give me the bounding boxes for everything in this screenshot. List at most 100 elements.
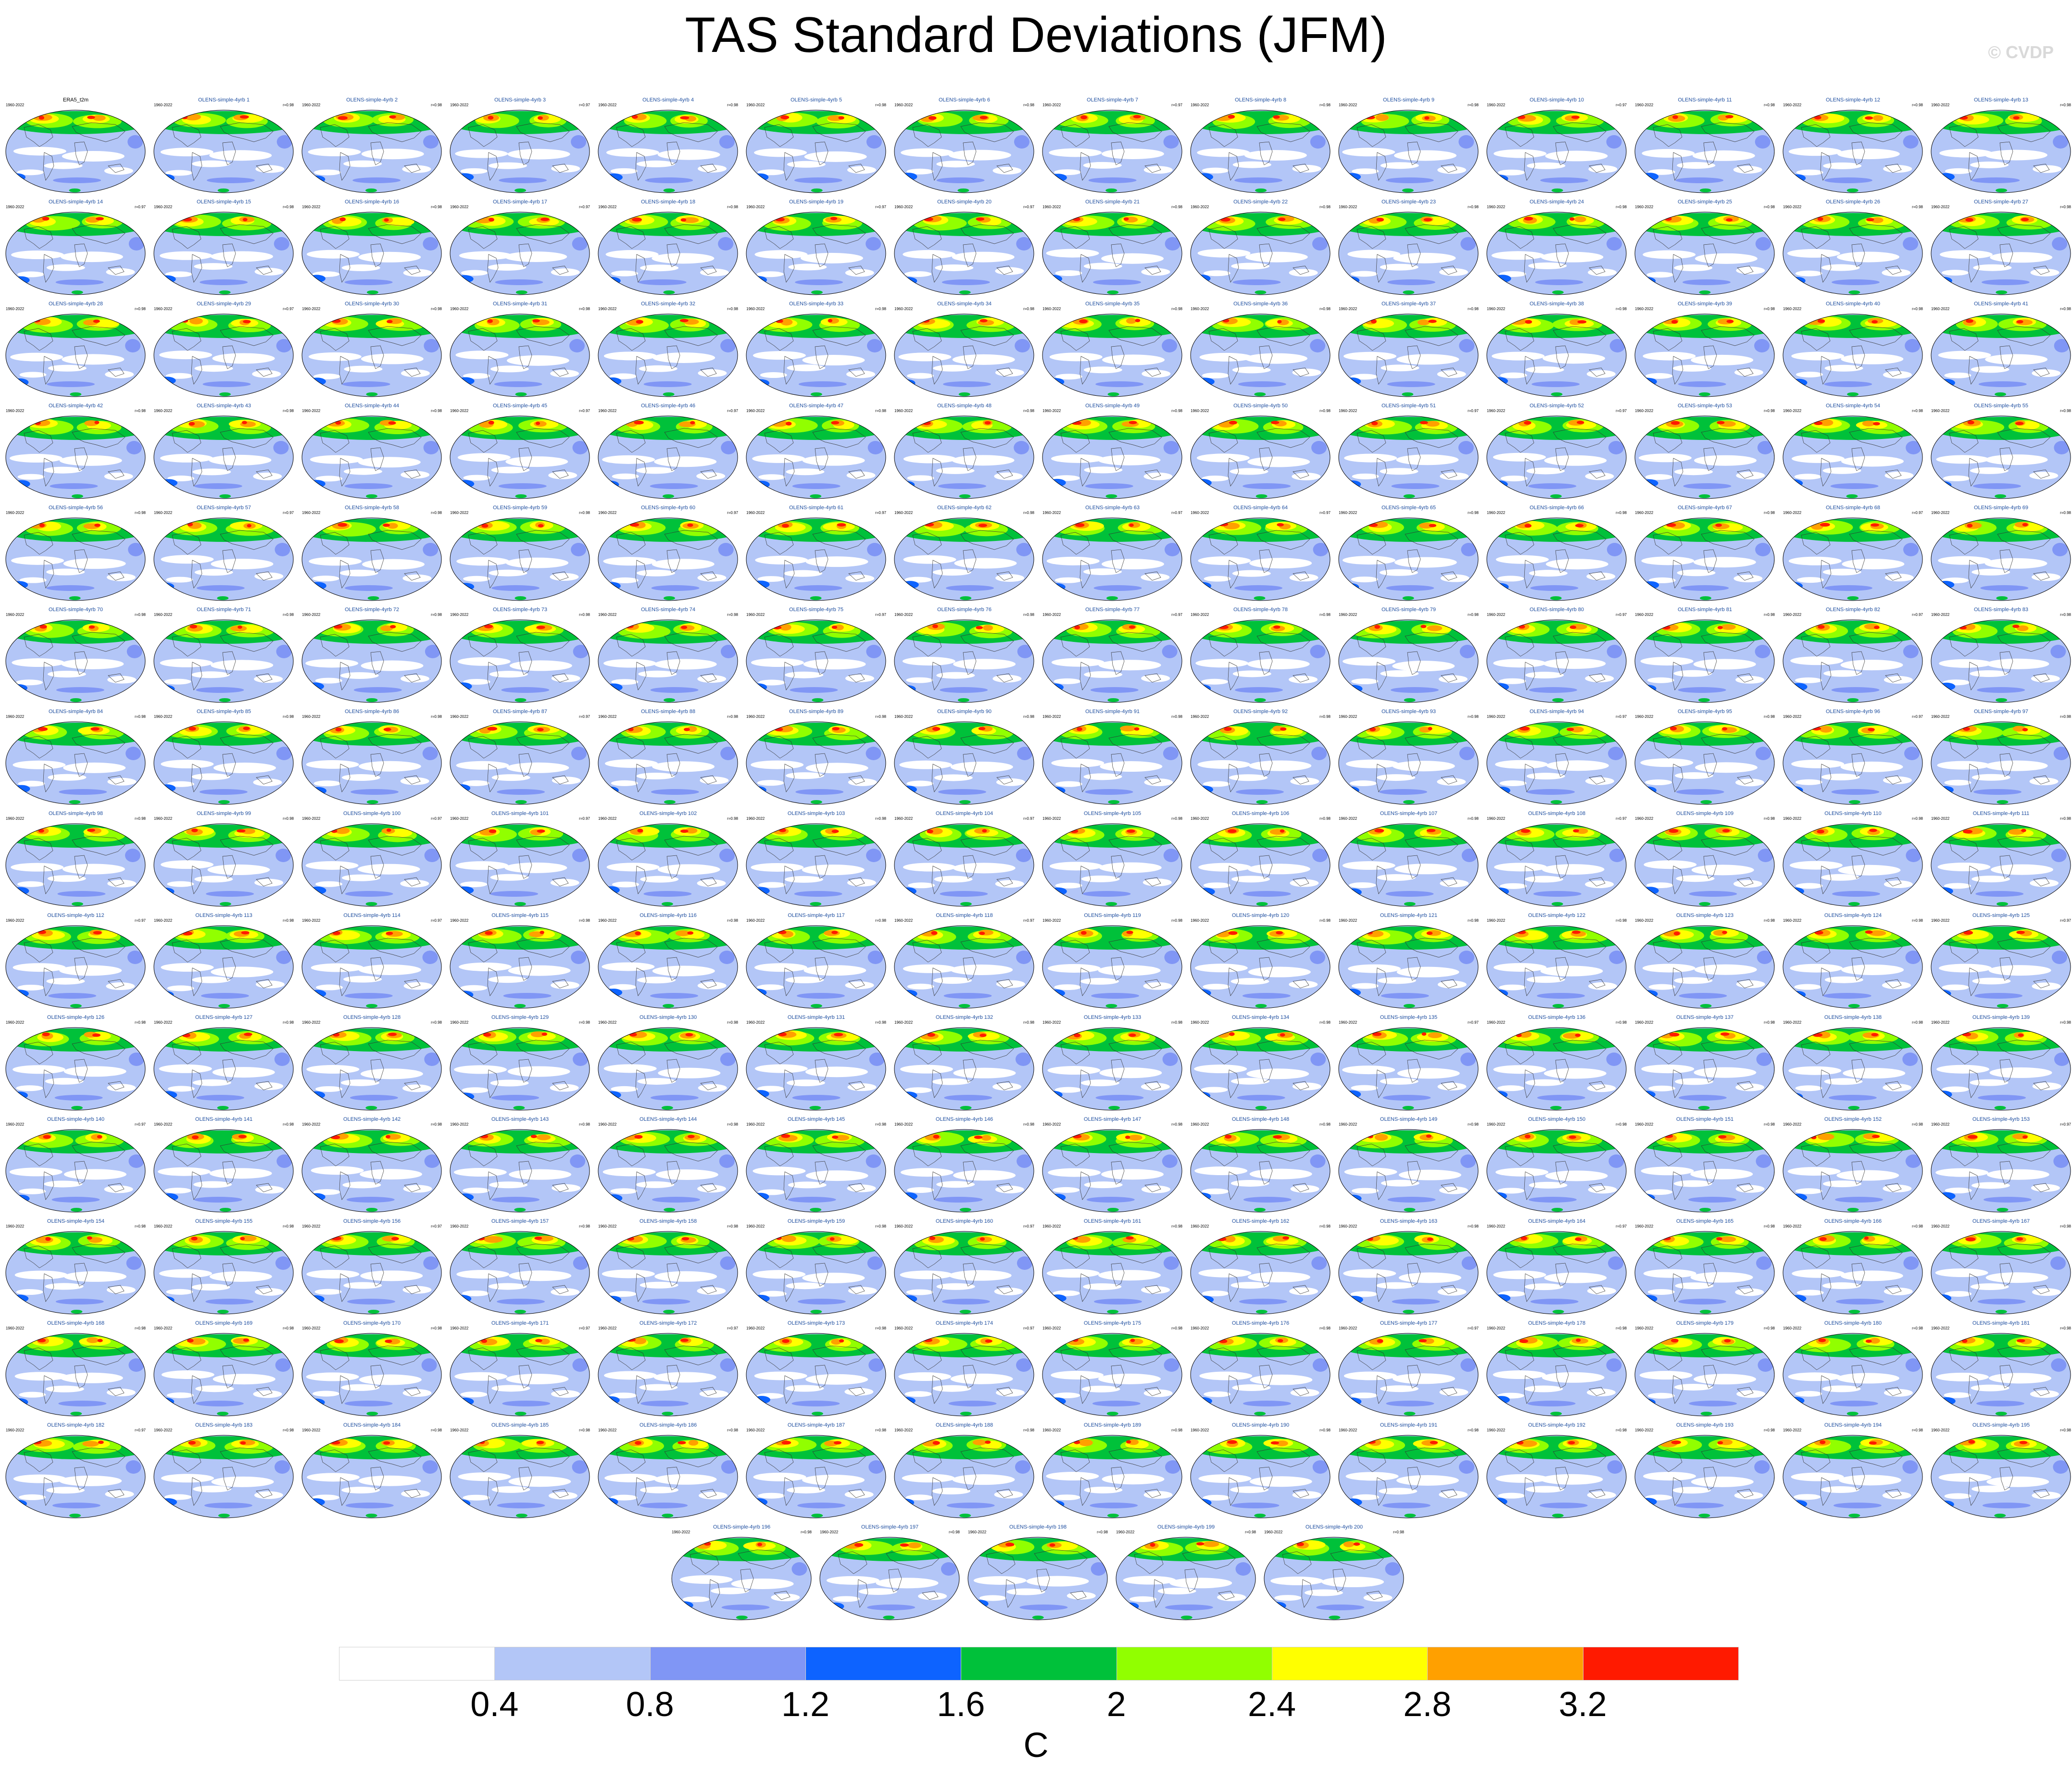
panel-years: 1960-2022 <box>1487 918 1506 923</box>
panel-title: OLENS-simple-4yrb 200 <box>1305 1524 1363 1530</box>
map-globe <box>1338 1231 1479 1315</box>
panel-title: OLENS-simple-4yrb 15 <box>196 199 251 205</box>
panel-title: OLENS-simple-4yrb 173 <box>787 1320 845 1326</box>
panel-pattern-correlation: r=0.97 <box>1468 409 1479 413</box>
panel-years: 1960-2022 <box>1191 205 1209 209</box>
panel-title: OLENS-simple-4yrb 120 <box>1231 913 1290 918</box>
panel-years: 1960-2022 <box>894 1020 913 1025</box>
panel-years: 1960-2022 <box>6 205 25 209</box>
panel-title: OLENS-simple-4yrb 150 <box>1528 1116 1586 1122</box>
panel-years: 1960-2022 <box>1635 1224 1654 1229</box>
panel-years: 1960-2022 <box>154 1326 173 1330</box>
panel-title: OLENS-simple-4yrb 74 <box>640 607 696 613</box>
map-globe <box>450 415 590 499</box>
map-globe <box>1338 212 1479 295</box>
panel-title: OLENS-simple-4yrb 186 <box>639 1422 697 1428</box>
map-globe <box>1634 415 1775 499</box>
panel-title: OLENS-simple-4yrb 99 <box>196 811 251 816</box>
panel-pattern-correlation: r=0.98 <box>875 1428 886 1432</box>
panel-pattern-correlation: r=0.98 <box>1171 205 1182 209</box>
panel-title: OLENS-simple-4yrb 197 <box>861 1524 919 1530</box>
colorbar-tick-label: 2.4 <box>1247 1685 1296 1724</box>
panel-years: 1960-2022 <box>6 103 25 107</box>
map-globe <box>450 1333 590 1417</box>
map-panel-member: OLENS-simple-4yrb 180 1960-2022 r=0.98 <box>1782 1319 1924 1418</box>
panel-title: OLENS-simple-4yrb 170 <box>343 1320 401 1326</box>
panel-pattern-correlation: r=0.98 <box>1097 1530 1108 1534</box>
map-globe <box>1783 823 1923 907</box>
map-globe <box>1634 619 1775 703</box>
panel-pattern-correlation: r=0.97 <box>1319 511 1331 515</box>
panel-title: OLENS-simple-4yrb 45 <box>492 403 548 409</box>
panel-title: OLENS-simple-4yrb 113 <box>195 913 252 918</box>
panel-title: OLENS-simple-4yrb 142 <box>343 1116 401 1122</box>
panel-pattern-correlation: r=0.98 <box>135 1020 146 1025</box>
panel-title: OLENS-simple-4yrb 12 <box>1825 97 1881 103</box>
panel-pattern-correlation: r=0.98 <box>727 613 738 617</box>
panel-years: 1960-2022 <box>1191 1122 1209 1127</box>
panel-years: 1960-2022 <box>450 1020 469 1025</box>
panel-pattern-correlation: r=0.98 <box>135 1326 146 1330</box>
map-panel-member: OLENS-simple-4yrb 117 1960-2022 r=0.98 <box>745 912 887 1010</box>
panel-title: OLENS-simple-4yrb 98 <box>48 811 103 816</box>
panel-pattern-correlation: r=0.98 <box>1468 307 1479 311</box>
panel-title: OLENS-simple-4yrb 110 <box>1824 811 1882 816</box>
panel-years: 1960-2022 <box>1487 1020 1506 1025</box>
map-globe <box>1634 721 1775 805</box>
map-globe <box>301 925 442 1009</box>
panel-title: OLENS-simple-4yrb 132 <box>935 1015 993 1020</box>
panel-pattern-correlation: r=0.98 <box>283 1224 294 1229</box>
map-globe <box>5 1435 146 1518</box>
map-panel-member: OLENS-simple-4yrb 74 1960-2022 r=0.98 <box>597 606 739 704</box>
map-panel-member: OLENS-simple-4yrb 1 1960-2022 r=0.98 <box>153 96 295 195</box>
panel-pattern-correlation: r=0.97 <box>875 205 886 209</box>
panel-title: OLENS-simple-4yrb 143 <box>491 1116 549 1122</box>
map-globe <box>746 1129 886 1213</box>
panel-years: 1960-2022 <box>894 1122 913 1127</box>
map-panel-member: OLENS-simple-4yrb 54 1960-2022 r=0.98 <box>1782 402 1924 501</box>
map-globe <box>450 313 590 397</box>
map-panel-member: OLENS-simple-4yrb 98 1960-2022 r=0.98 <box>5 810 147 908</box>
colorbar-swatch <box>494 1647 651 1680</box>
panel-title: OLENS-simple-4yrb 167 <box>1972 1218 2030 1224</box>
panel-pattern-correlation: r=0.98 <box>1245 1530 1256 1534</box>
panel-years: 1960-2022 <box>1931 307 1950 311</box>
map-panel-member: OLENS-simple-4yrb 119 1960-2022 r=0.98 <box>1042 912 1183 1010</box>
panel-years: 1960-2022 <box>1487 103 1506 107</box>
map-panel-member: OLENS-simple-4yrb 4 1960-2022 r=0.98 <box>597 96 739 195</box>
map-panel-member: OLENS-simple-4yrb 12 1960-2022 r=0.98 <box>1782 96 1924 195</box>
panel-title: OLENS-simple-4yrb 87 <box>492 709 548 715</box>
panel-years: 1960-2022 <box>302 715 321 719</box>
panel-title: OLENS-simple-4yrb 156 <box>343 1218 401 1224</box>
panel-title: OLENS-simple-4yrb 194 <box>1824 1422 1882 1428</box>
map-globe <box>1931 212 2071 295</box>
map-panel-member: OLENS-simple-4yrb 47 1960-2022 r=0.98 <box>745 402 887 501</box>
map-panel-member: OLENS-simple-4yrb 199 1960-2022 r=0.98 <box>1115 1523 1257 1622</box>
map-panel-member: OLENS-simple-4yrb 40 1960-2022 r=0.98 <box>1782 300 1924 399</box>
panel-years: 1960-2022 <box>154 103 173 107</box>
map-panel-member: OLENS-simple-4yrb 120 1960-2022 r=0.98 <box>1190 912 1331 1010</box>
map-globe <box>894 110 1034 193</box>
panel-years: 1960-2022 <box>820 1530 839 1534</box>
map-globe <box>301 110 442 193</box>
map-panel-member: OLENS-simple-4yrb 175 1960-2022 r=0.98 <box>1042 1319 1183 1418</box>
panel-years: 1960-2022 <box>1339 205 1357 209</box>
panel-title: OLENS-simple-4yrb 97 <box>1973 709 2029 715</box>
panel-pattern-correlation: r=0.98 <box>875 103 886 107</box>
panel-years: 1960-2022 <box>1339 1428 1357 1432</box>
map-panel-member: OLENS-simple-4yrb 37 1960-2022 r=0.98 <box>1338 300 1480 399</box>
map-panel-member: OLENS-simple-4yrb 65 1960-2022 r=0.98 <box>1338 504 1480 602</box>
map-panel-member: OLENS-simple-4yrb 100 1960-2022 r=0.97 <box>301 810 443 908</box>
panel-years: 1960-2022 <box>1042 103 1061 107</box>
panel-title: OLENS-simple-4yrb 36 <box>1233 301 1288 307</box>
panel-pattern-correlation: r=0.97 <box>1023 918 1034 923</box>
panel-years: 1960-2022 <box>1487 409 1506 413</box>
panel-title: OLENS-simple-4yrb 128 <box>343 1015 401 1020</box>
panel-years: 1960-2022 <box>894 1224 913 1229</box>
map-panel-member: OLENS-simple-4yrb 86 1960-2022 r=0.98 <box>301 708 443 806</box>
map-globe <box>746 110 886 193</box>
panel-years: 1960-2022 <box>6 613 25 617</box>
panel-title: OLENS-simple-4yrb 73 <box>492 607 548 613</box>
panel-pattern-correlation: r=0.98 <box>2060 103 2071 107</box>
panel-title: OLENS-simple-4yrb 166 <box>1824 1218 1882 1224</box>
